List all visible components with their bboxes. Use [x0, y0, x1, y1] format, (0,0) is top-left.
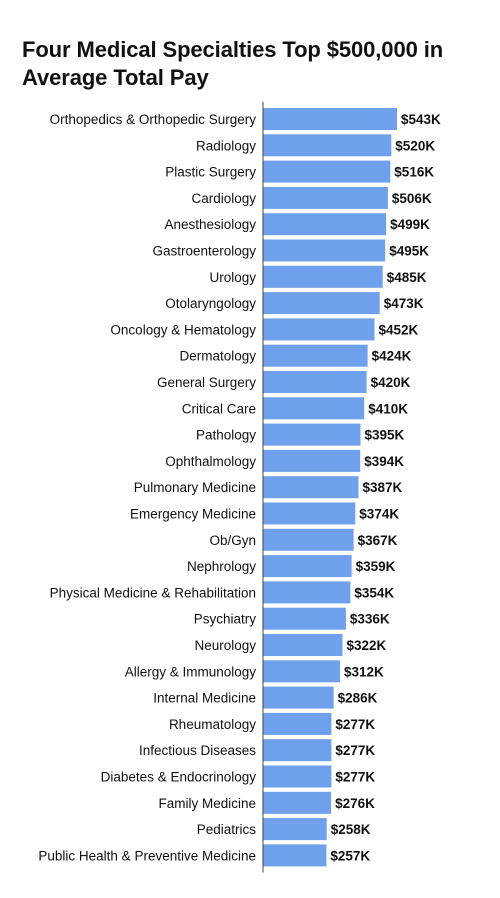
value-label: $374K — [359, 507, 399, 522]
category-label: Pathology — [196, 428, 256, 443]
value-label: $410K — [368, 401, 408, 416]
chart-title: Four Medical Specialties Top $500,000 in… — [22, 37, 444, 90]
category-label: Emergency Medicine — [130, 507, 256, 522]
bar — [263, 555, 352, 578]
category-label: General Surgery — [157, 375, 256, 390]
bar — [263, 581, 351, 604]
value-label: $322K — [347, 638, 387, 653]
value-label: $485K — [387, 270, 427, 285]
category-labels-group: Orthopedics & Orthopedic Surgery Radiolog… — [38, 112, 256, 863]
category-label: Allergy & Immunology — [125, 664, 257, 679]
value-label: $395K — [365, 428, 405, 443]
value-label: $452K — [379, 322, 419, 337]
value-label: $286K — [338, 691, 378, 706]
bar — [263, 213, 387, 236]
category-label: Orthopedics & Orthopedic Surgery — [50, 112, 257, 127]
category-label: Ophthalmology — [165, 454, 256, 469]
category-label: Cardiology — [191, 191, 256, 206]
category-label: Neurology — [194, 638, 256, 653]
value-label: $495K — [389, 244, 429, 259]
category-label: Physical Medicine & Rehabilitation — [50, 585, 256, 600]
bar — [263, 134, 392, 157]
value-label: $394K — [364, 454, 404, 469]
category-label: Dermatology — [179, 349, 256, 364]
value-label: $277K — [335, 770, 375, 785]
category-label: Otolaryngology — [165, 296, 256, 311]
bar — [263, 607, 346, 630]
category-label: Public Health & Preventive Medicine — [38, 848, 256, 863]
bar — [263, 476, 359, 499]
category-label: Gastroenterology — [152, 244, 256, 259]
category-label: Pediatrics — [197, 822, 257, 837]
value-labels-group: $543K $520K $516K $506K $499K $495K $485K $473K… — [330, 112, 441, 863]
bar — [263, 660, 340, 683]
value-label: $420K — [371, 375, 411, 390]
bar — [263, 818, 327, 841]
category-label: Oncology & Hematology — [110, 322, 256, 337]
value-label: $367K — [358, 533, 398, 548]
bar — [263, 108, 397, 130]
bar — [263, 686, 334, 709]
category-label: Pulmonary Medicine — [134, 480, 256, 495]
value-label: $336K — [350, 612, 390, 627]
bar — [263, 186, 388, 209]
category-label: Rheumatology — [169, 717, 256, 732]
category-label: Nephrology — [187, 559, 256, 574]
value-label: $354K — [354, 585, 394, 600]
value-label: $276K — [335, 796, 375, 811]
bar — [263, 397, 365, 420]
category-label: Critical Care — [182, 401, 256, 416]
bar — [263, 292, 380, 315]
bar — [263, 239, 386, 262]
value-label: $312K — [344, 664, 384, 679]
bar — [263, 634, 343, 656]
bar — [263, 739, 332, 762]
value-label: $257K — [330, 848, 370, 863]
category-label: Diabetes & Endocrinology — [101, 770, 257, 785]
bar — [263, 423, 361, 446]
bar — [263, 371, 367, 393]
value-label: $506K — [392, 191, 432, 206]
category-label: Radiology — [196, 138, 256, 153]
value-label: $520K — [395, 138, 435, 153]
bar — [263, 265, 383, 288]
category-label: Urology — [209, 270, 256, 285]
value-label: $277K — [335, 717, 375, 732]
value-label: $359K — [356, 559, 396, 574]
value-label: $277K — [335, 743, 375, 758]
value-label: $516K — [394, 165, 434, 180]
bar — [263, 844, 327, 867]
bar — [263, 318, 375, 341]
category-label: Infectious Diseases — [139, 743, 256, 758]
category-label: Anesthesiology — [164, 217, 256, 232]
category-label: Psychiatry — [194, 612, 257, 627]
value-label: $543K — [401, 112, 441, 127]
bar — [263, 502, 356, 525]
bar — [263, 449, 361, 472]
value-label: $258K — [331, 822, 371, 837]
category-label: Family Medicine — [158, 796, 256, 811]
category-label: Internal Medicine — [153, 691, 256, 706]
value-label: $499K — [390, 217, 430, 232]
bar — [263, 160, 391, 183]
category-label: Ob/Gyn — [209, 533, 256, 548]
bars-group — [263, 108, 397, 867]
category-label: Plastic Surgery — [165, 165, 256, 180]
value-label: $387K — [363, 480, 403, 495]
bar — [263, 528, 354, 551]
bar — [263, 712, 332, 735]
bar — [263, 765, 332, 788]
bar — [263, 791, 332, 814]
value-label: $473K — [384, 296, 424, 311]
value-label: $424K — [372, 349, 412, 364]
bar — [263, 344, 368, 367]
